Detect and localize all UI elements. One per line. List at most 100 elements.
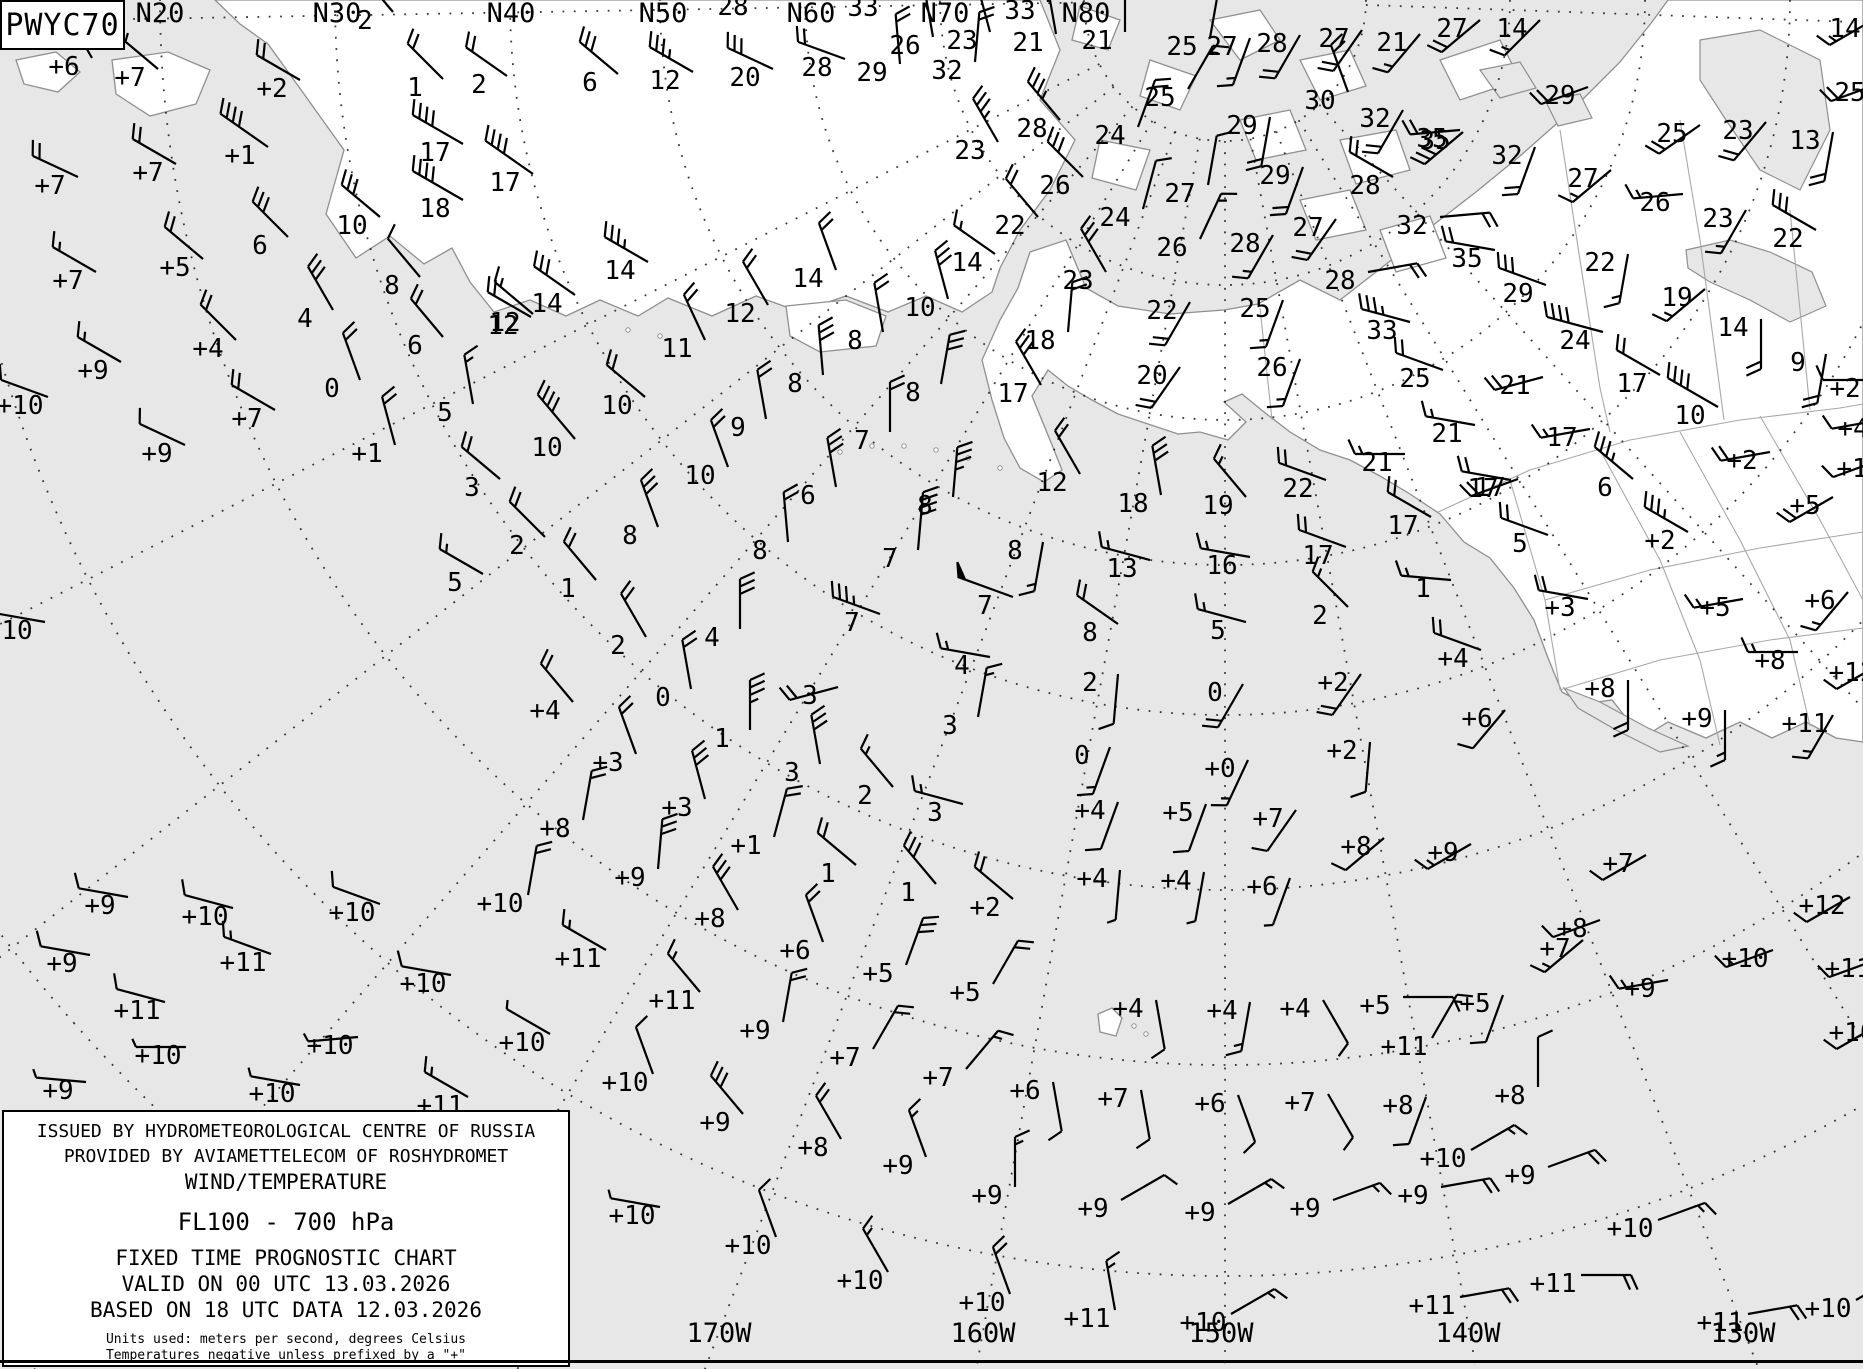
temperature-value: 6	[1597, 473, 1613, 503]
station-83: 25	[1239, 294, 1285, 350]
temperature-value: +6	[1009, 1076, 1040, 1106]
siberia-chukotka-landmass	[214, 0, 1076, 317]
station-59: 1	[560, 526, 597, 604]
station-41: 14	[792, 211, 838, 294]
wind-barb	[778, 684, 839, 702]
station-62: 28	[1016, 66, 1061, 144]
temperature-value: 2	[1312, 601, 1328, 631]
temperature-value: 21	[1081, 26, 1112, 56]
station-237: +9	[1077, 1174, 1178, 1224]
station-170: 10	[1666, 361, 1719, 431]
station-132: 17	[1386, 475, 1432, 541]
station-39: 12	[486, 275, 532, 341]
station-219: +9	[73, 872, 129, 921]
temperature-value: 32	[931, 56, 962, 86]
station-4: 1	[406, 28, 444, 103]
station-168: 21	[1420, 400, 1476, 449]
wind-barb	[1420, 400, 1476, 427]
temperature-value: 27	[1318, 24, 1349, 54]
temperature-value: 3	[464, 473, 480, 503]
islet-9	[657, 333, 663, 339]
wind-barb	[1823, 1032, 1863, 1050]
temperature-value: +7	[52, 266, 83, 296]
station-167: +2	[969, 851, 1014, 923]
wind-barb	[51, 230, 97, 273]
station-187: +1	[1821, 454, 1863, 484]
station-106: 17	[1615, 333, 1661, 399]
st-lawrence-island-landmass	[785, 299, 887, 353]
temperature-value: +10	[329, 898, 376, 928]
temperature-value: 33	[847, 0, 878, 23]
wind-barb	[904, 915, 940, 966]
wind-barb	[1593, 431, 1634, 480]
station-48: 10	[531, 379, 576, 463]
gulf-california-water	[1562, 686, 1690, 753]
temperature-value: 25	[1166, 32, 1197, 62]
station-229: +4	[1279, 994, 1349, 1057]
temperature-value: +4	[529, 696, 560, 726]
station-6: 6	[578, 26, 619, 98]
wind-barb	[1501, 146, 1537, 197]
admin-border-3	[1679, 431, 1811, 727]
wind-barb	[1740, 636, 1798, 654]
station-109: 23	[946, 0, 992, 56]
temperature-value: 29	[1544, 81, 1575, 111]
wind-barb	[1186, 871, 1206, 925]
station-193: +11	[555, 908, 607, 974]
temperature-value: +5	[1162, 798, 1193, 828]
temperature-value: 10	[684, 461, 715, 491]
temp-note: Temperatures negative unless prefixed by…	[105, 1348, 467, 1363]
wind-barb	[1201, 683, 1244, 729]
temperature-value: +5	[1459, 989, 1490, 1019]
station-85: 33	[1358, 293, 1411, 346]
wind-barb	[1440, 1177, 1501, 1194]
wind-barb	[1392, 1096, 1428, 1147]
station-61: 23	[954, 85, 999, 166]
temperature-value: 17	[1616, 369, 1647, 399]
wind-barb	[1704, 209, 1747, 255]
station-81: 28	[1324, 262, 1428, 296]
station-119: 29	[1529, 81, 1589, 111]
station-50: 7	[854, 374, 906, 456]
station-129: 13	[1098, 531, 1151, 584]
temperature-value: 17	[1387, 511, 1418, 541]
wind-barb	[1530, 423, 1591, 439]
wind-barb	[1393, 336, 1444, 372]
wind-barb	[1327, 1093, 1354, 1151]
wind-barb	[221, 920, 272, 956]
chart-code: PWYC70	[5, 7, 120, 43]
wind-barb	[302, 1032, 359, 1043]
temperature-value: 23	[954, 136, 985, 166]
temperature-value: +11	[1825, 954, 1863, 984]
admin-border-2	[1599, 449, 1721, 746]
great-lakes-water	[1685, 239, 1827, 323]
temperature-value: +10	[1420, 1144, 1467, 1174]
wind-barb	[1431, 993, 1474, 1039]
station-126: 21	[1347, 438, 1405, 478]
temperature-value: 7	[977, 591, 993, 621]
temperature-value: 28	[1229, 229, 1260, 259]
wind-barb	[816, 817, 857, 866]
temperature-value: 10	[1, 616, 32, 646]
temperature-value: 12	[649, 66, 680, 96]
islet-7	[1143, 1031, 1149, 1037]
station-210: +4	[1160, 866, 1206, 925]
station-11: 32	[931, 5, 995, 86]
temperature-value: 12	[487, 311, 518, 341]
station-125: 22	[1276, 446, 1327, 504]
station-122: 12	[1036, 417, 1081, 498]
station-143: +2	[1326, 736, 1372, 799]
temperature-value: 24	[1099, 203, 1130, 233]
wind-barb	[1483, 374, 1544, 392]
wind-barb	[1269, 166, 1305, 217]
temperature-value: 27	[1436, 14, 1467, 44]
level-line: FL100 - 700 hPa	[177, 1208, 395, 1236]
temperature-value: 2	[471, 70, 487, 100]
station-124: 19	[1202, 443, 1247, 521]
wind-barb	[681, 629, 698, 690]
wind-barb	[1718, 121, 1767, 162]
wind-barb	[230, 368, 276, 411]
lat-label-N20: N20	[136, 0, 185, 29]
temperature-value: 26	[1256, 353, 1287, 383]
station-239: +9	[1289, 1181, 1392, 1224]
